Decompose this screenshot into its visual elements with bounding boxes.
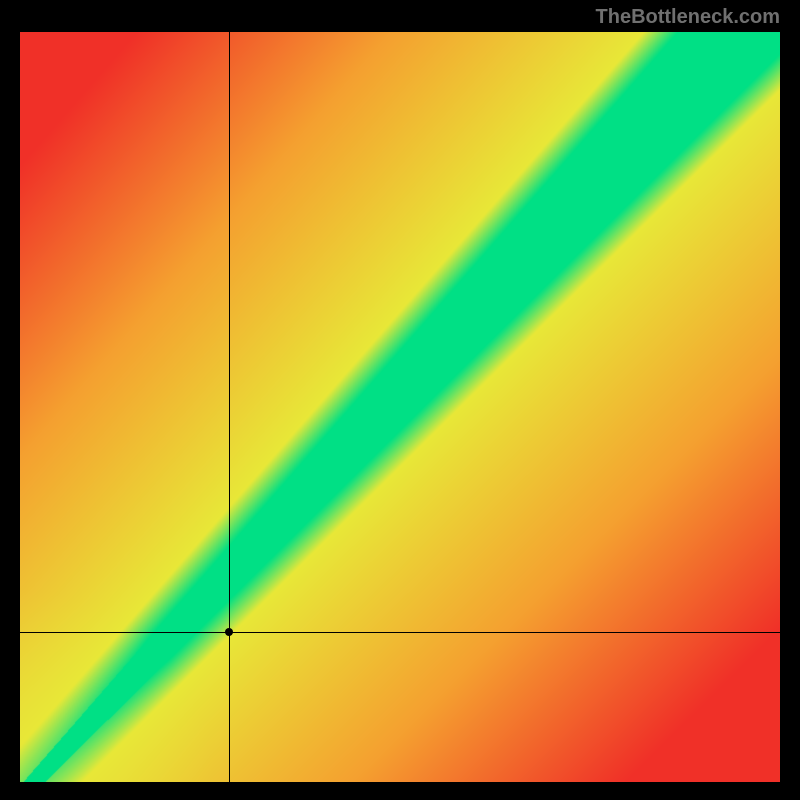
crosshair-point (225, 628, 233, 636)
crosshair-vertical (229, 32, 230, 782)
crosshair-horizontal (20, 632, 780, 633)
heatmap-canvas (20, 32, 780, 782)
watermark-text: TheBottleneck.com (596, 6, 780, 29)
heatmap-plot (20, 32, 780, 782)
chart-container: TheBottleneck.com (0, 0, 800, 800)
